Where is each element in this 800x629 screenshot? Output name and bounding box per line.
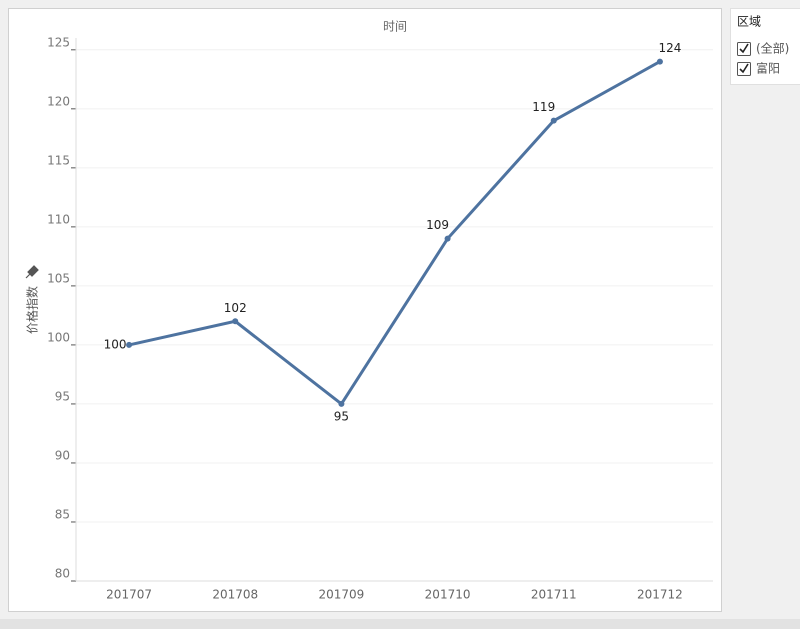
- data-label: 124: [658, 41, 681, 55]
- point: [338, 400, 345, 407]
- line: [128, 60, 661, 407]
- y-tick-label: 110: [47, 212, 70, 226]
- x-tick-label: 201709: [319, 588, 365, 602]
- data-label: 109: [426, 218, 449, 232]
- x-tick-label: 201708: [212, 588, 258, 602]
- filter-item-label[interactable]: 富阳: [756, 61, 780, 76]
- y-axis-label: 价格指数: [25, 286, 40, 334]
- chart-title: 时间: [383, 20, 407, 34]
- y-tick-label: 90: [55, 448, 70, 462]
- filter-items: (全部) 富阳: [737, 41, 789, 76]
- data-label: 102: [224, 301, 247, 315]
- filter-item-label[interactable]: (全部): [756, 41, 789, 56]
- x-tick-label: 201710: [425, 588, 471, 602]
- data-label: 95: [334, 409, 349, 423]
- y-tick-label: 105: [47, 271, 70, 285]
- checkmark: [739, 63, 749, 74]
- point: [444, 235, 451, 242]
- data-label: 119: [532, 100, 555, 114]
- x-tick-label: 201711: [531, 588, 577, 602]
- y-tick-label: 100: [47, 330, 70, 344]
- point: [232, 318, 239, 325]
- y-tick-label: 120: [47, 94, 70, 108]
- checkmark: [739, 43, 749, 54]
- point: [656, 58, 663, 65]
- filter-title: 区域: [737, 15, 761, 29]
- chart-panel: [8, 8, 722, 612]
- data-label: 100: [104, 337, 127, 351]
- point: [550, 117, 557, 124]
- y-tick-label: 115: [47, 153, 70, 167]
- y-tick-label: 85: [55, 507, 70, 521]
- y-tick-label: 125: [47, 35, 70, 49]
- x-tick-label: 201707: [106, 588, 152, 602]
- x-tick-label: 201712: [637, 588, 683, 602]
- pin-icon: [25, 265, 39, 279]
- y-tick-label: 95: [55, 389, 70, 403]
- y-tick-label: 80: [55, 567, 70, 581]
- status-bar: [0, 619, 800, 629]
- point: [126, 341, 133, 348]
